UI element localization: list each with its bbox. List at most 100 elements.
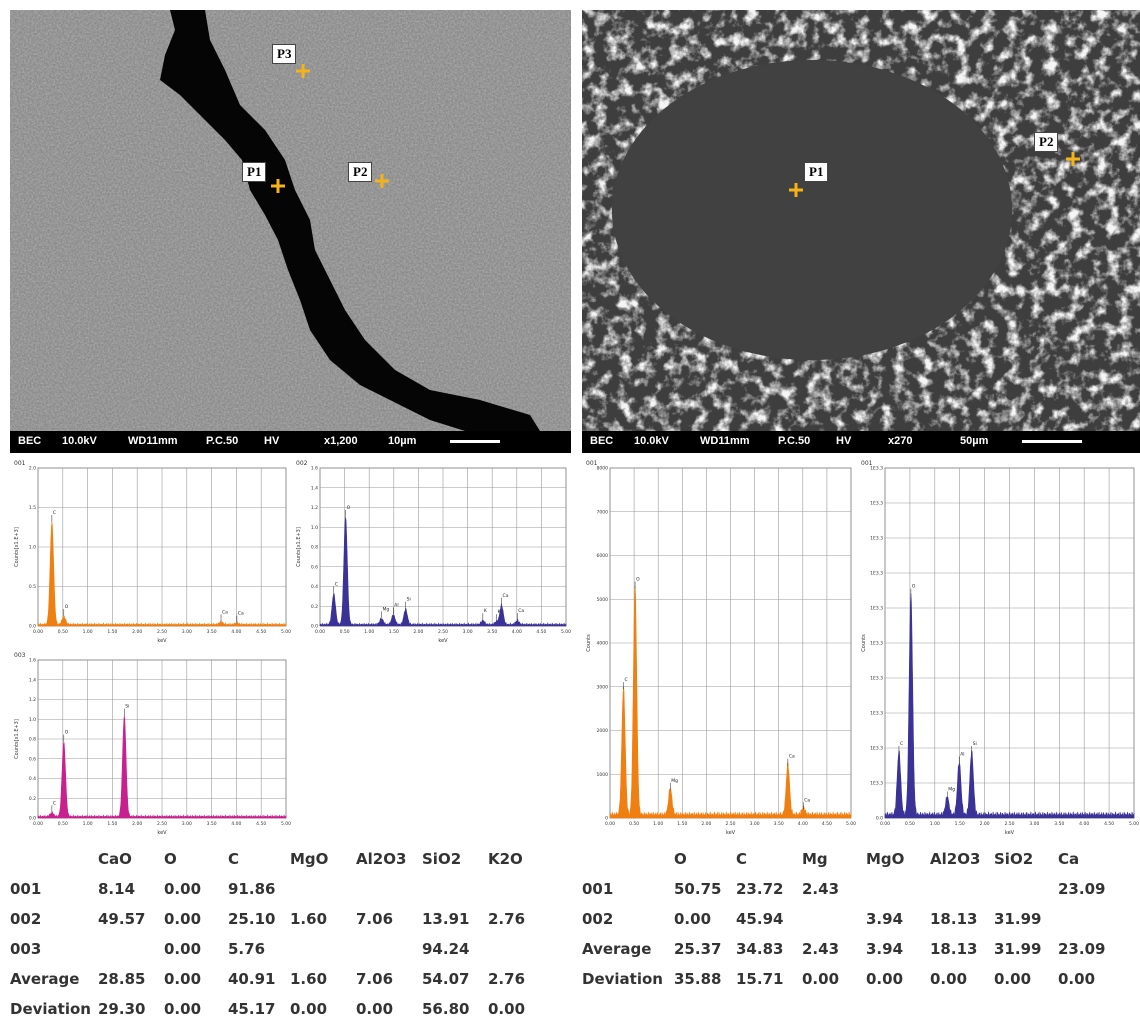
x-tick-label: 1.00	[83, 629, 93, 635]
bar-scale-label: 10µm	[388, 435, 417, 447]
table-cell: 25.10	[228, 910, 276, 928]
x-tick-label: 0.50	[58, 629, 68, 635]
table-cell: 45.94	[736, 910, 784, 928]
point-marker-p2	[375, 174, 389, 188]
x-tick-label: 5.00	[281, 629, 291, 635]
peak-label: Ca	[503, 593, 509, 599]
y-tick-label: 0.8	[29, 737, 36, 743]
table-cell: 2.43	[802, 940, 840, 958]
x-axis-label: keV	[1005, 830, 1015, 836]
y-tick-label: 2.0	[29, 466, 36, 472]
x-tick-label: 2.00	[132, 821, 142, 827]
bar-hv: HV	[264, 435, 280, 447]
peak-label: C	[53, 800, 56, 806]
peak-label: Ca	[222, 609, 228, 615]
x-tick-label: 3.50	[487, 629, 497, 635]
table-cell: 15.71	[736, 970, 784, 988]
x-tick-label: 2.00	[132, 629, 142, 635]
y-axis-label: Counts[x1.E+3]	[296, 527, 302, 567]
table-cell: 0.00	[488, 1000, 526, 1018]
table-cell: 2.43	[802, 880, 840, 898]
table-cell: 0.00	[674, 910, 712, 928]
table-cell: 0.00	[164, 880, 202, 898]
bar-wd: WD11mm	[128, 435, 178, 447]
y-axis-label: Counts	[586, 634, 592, 652]
table-cell: 0.00	[164, 910, 202, 928]
sem-micrograph-right	[582, 10, 1140, 431]
x-tick-label: 0.00	[33, 629, 43, 635]
point-label-p1: P1	[804, 162, 829, 182]
x-tick-label: 4.00	[231, 821, 241, 827]
x-tick-label: 3.00	[182, 629, 192, 635]
column-header: SiO2	[422, 850, 462, 868]
scale-bar	[450, 440, 500, 443]
x-tick-label: 0.00	[880, 821, 890, 827]
row-label: 002	[10, 910, 42, 928]
peak-label: Mg	[948, 787, 955, 793]
y-tick-label: 0.0	[29, 624, 36, 630]
x-tick-label: 1.50	[389, 629, 399, 635]
peak-label: Al	[394, 602, 398, 608]
y-tick-label: 1.0	[311, 525, 318, 531]
column-header: Al2O3	[356, 850, 407, 868]
table-cell: 29.30	[98, 1000, 146, 1018]
y-tick-label: 0.8	[311, 545, 318, 551]
bar-magnification: x270	[888, 435, 913, 447]
y-tick-label: 1.2	[311, 505, 318, 511]
column-header: MgO	[290, 850, 329, 868]
bar-voltage: 10.0kV	[634, 435, 669, 447]
table-cell: 18.13	[930, 910, 978, 928]
y-tick-label: 1E3.3	[870, 676, 883, 682]
x-tick-label: 4.00	[231, 629, 241, 635]
column-header: O	[674, 850, 687, 868]
x-tick-label: 1.50	[955, 821, 965, 827]
table-cell: 1.60	[290, 910, 328, 928]
bar-pc: P.C.50	[206, 435, 239, 447]
y-tick-label: 0	[605, 816, 608, 822]
x-axis-label: keV	[726, 830, 736, 836]
x-tick-label: 2.00	[980, 821, 990, 827]
table-cell: 13.91	[422, 910, 470, 928]
table-cell: 91.86	[228, 880, 276, 898]
table-cell: 0.00	[802, 970, 840, 988]
column-header: CaO	[98, 850, 132, 868]
bar-mode: BEC	[590, 435, 614, 447]
x-tick-label: 4.50	[822, 821, 832, 827]
scale-bar	[1022, 440, 1082, 443]
peak-label: K	[498, 609, 502, 615]
y-tick-label: 1E3.3	[870, 746, 883, 752]
point-marker-p1	[789, 183, 803, 197]
x-tick-label: 1.50	[107, 629, 117, 635]
x-tick-label: 0.50	[58, 821, 68, 827]
x-tick-label: 1.50	[107, 821, 117, 827]
x-tick-label: 3.00	[750, 821, 760, 827]
bar-voltage: 10.0kV	[62, 435, 97, 447]
bar-pc: P.C.50	[778, 435, 811, 447]
table-cell: 0.00	[994, 970, 1032, 988]
peak-label: Al	[960, 752, 964, 758]
peak-label: Ca	[238, 611, 244, 617]
column-header: C	[736, 850, 748, 868]
sem-image-right: BEC 10.0kV WD11mm P.C.50 HV x270 50µm P1…	[582, 10, 1140, 453]
row-label: 003	[10, 940, 42, 958]
peak-label: O	[65, 604, 69, 610]
x-tick-label: 1.50	[677, 821, 687, 827]
column-header: SiO2	[994, 850, 1034, 868]
spectrum-left-001: 001 0.00 0.50 1.00 1.50 2.00 2.50 3.00 3.50 4.00 4…	[10, 458, 292, 648]
table-cell: 23.09	[1058, 880, 1106, 898]
x-tick-label: 5.00	[281, 821, 291, 827]
sem-image-left: BEC 10.0kV WD11mm P.C.50 HV x1,200 10µm …	[10, 10, 571, 453]
bar-mode: BEC	[18, 435, 42, 447]
y-axis-label: Counts[x1.E+3]	[14, 527, 20, 567]
x-tick-label: 2.00	[701, 821, 711, 827]
x-tick-label: 5.00	[1129, 821, 1139, 827]
table-cell: 31.99	[994, 940, 1042, 958]
spectrum-right-001: 001 0.00 0.50 1.00 1.50 2.00 2.50 3.00 3.50 4.00 4…	[582, 458, 857, 840]
table-cell: 18.13	[930, 940, 978, 958]
x-tick-label: 2.50	[438, 629, 448, 635]
row-label: 001	[582, 880, 614, 898]
y-tick-label: 1E3.3	[870, 466, 883, 472]
x-tick-label: 2.50	[1004, 821, 1014, 827]
peak-label: Si	[973, 741, 977, 747]
column-header: K2O	[488, 850, 523, 868]
